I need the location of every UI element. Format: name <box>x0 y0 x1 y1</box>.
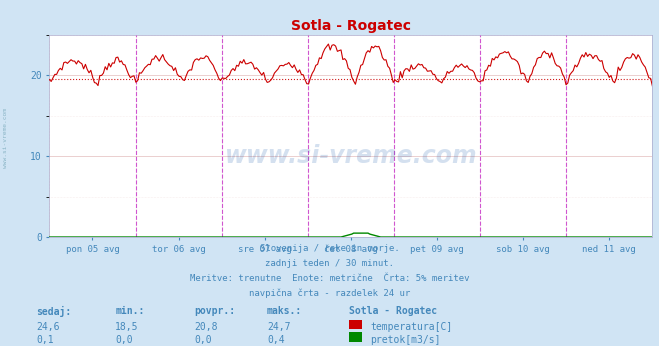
Text: Slovenija / reke in morje.: Slovenija / reke in morje. <box>260 244 399 253</box>
Text: temperatura[C]: temperatura[C] <box>370 322 453 333</box>
Text: 24,6: 24,6 <box>36 322 60 333</box>
Text: navpična črta - razdelek 24 ur: navpična črta - razdelek 24 ur <box>249 289 410 298</box>
Text: 0,4: 0,4 <box>267 335 285 345</box>
Text: Meritve: trenutne  Enote: metrične  Črta: 5% meritev: Meritve: trenutne Enote: metrične Črta: … <box>190 274 469 283</box>
Text: 0,1: 0,1 <box>36 335 54 345</box>
Title: Sotla - Rogatec: Sotla - Rogatec <box>291 19 411 34</box>
Text: sedaj:: sedaj: <box>36 306 71 317</box>
Text: zadnji teden / 30 minut.: zadnji teden / 30 minut. <box>265 259 394 268</box>
Text: pretok[m3/s]: pretok[m3/s] <box>370 335 441 345</box>
Text: 0,0: 0,0 <box>115 335 133 345</box>
Text: 18,5: 18,5 <box>115 322 139 333</box>
Text: 0,0: 0,0 <box>194 335 212 345</box>
Text: Sotla - Rogatec: Sotla - Rogatec <box>349 306 438 316</box>
Text: 24,7: 24,7 <box>267 322 291 333</box>
Text: 20,8: 20,8 <box>194 322 218 333</box>
Text: maks.:: maks.: <box>267 306 302 316</box>
Text: www.si-vreme.com: www.si-vreme.com <box>3 108 8 169</box>
Text: www.si-vreme.com: www.si-vreme.com <box>225 144 477 168</box>
Text: min.:: min.: <box>115 306 145 316</box>
Text: povpr.:: povpr.: <box>194 306 235 316</box>
